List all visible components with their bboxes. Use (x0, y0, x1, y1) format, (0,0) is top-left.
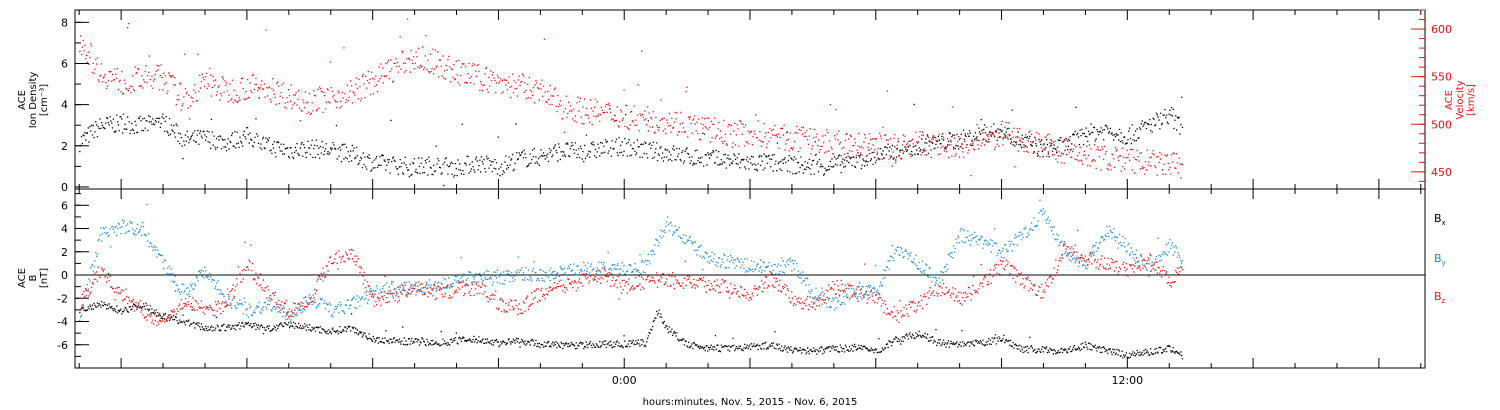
y-right-tick-label: 600 (1431, 23, 1452, 36)
bz-series (79, 229, 1184, 326)
y-tick-label: -6 (57, 339, 68, 352)
density-series (79, 90, 1184, 187)
y-tick-label: 0 (61, 181, 68, 194)
y-tick-label: 8 (61, 16, 68, 29)
y-tick-label: 2 (61, 140, 68, 153)
legend-bx: Bx (1434, 212, 1446, 227)
y-tick-label: 4 (61, 223, 68, 236)
density-velocity-panel: 0 2 4 6 8 450 500 550 600 ACEIon Density[cm⁻³] ACE… (17, 9, 1477, 194)
magnetic-field-panel: 0:00 12:00 -6 -4 -2 0 2 4 6 ACEB[nT] Bx By Bz (17, 188, 1446, 387)
y-right-tick-label: 500 (1431, 118, 1452, 131)
y-tick-label: 6 (61, 199, 68, 212)
panel-frame-bottom (74, 188, 1426, 369)
bfield-axis-title: ACEB[nT] (17, 268, 50, 288)
y-tick-label: 6 (61, 57, 68, 70)
bx-series (79, 300, 1184, 360)
density-axis-title: ACEIon Density[cm⁻³] (17, 72, 50, 129)
velocity-axis-title: ACEVelocity[km/s] (1444, 80, 1477, 119)
y-tick-label: -4 (57, 316, 68, 329)
y-tick-label: 0 (61, 269, 68, 282)
y-right-tick-label: 550 (1431, 71, 1452, 84)
x-axis-footer-label: hours:minutes, Nov. 5, 2015 - Nov. 6, 20… (643, 397, 858, 408)
x-tick-label: 12:00 (1111, 374, 1143, 387)
legend-bz: Bz (1434, 290, 1446, 305)
y-right-tick-label: 450 (1431, 166, 1452, 179)
x-tick-label: 0:00 (612, 374, 637, 387)
y-tick-label: 2 (61, 246, 68, 259)
by-series (79, 199, 1184, 323)
velocity-series (79, 18, 1184, 179)
panel-frame-top (74, 9, 1426, 190)
legend-by: By (1434, 252, 1446, 267)
y-tick-label: -2 (57, 292, 68, 305)
y-tick-label: 4 (61, 99, 68, 112)
